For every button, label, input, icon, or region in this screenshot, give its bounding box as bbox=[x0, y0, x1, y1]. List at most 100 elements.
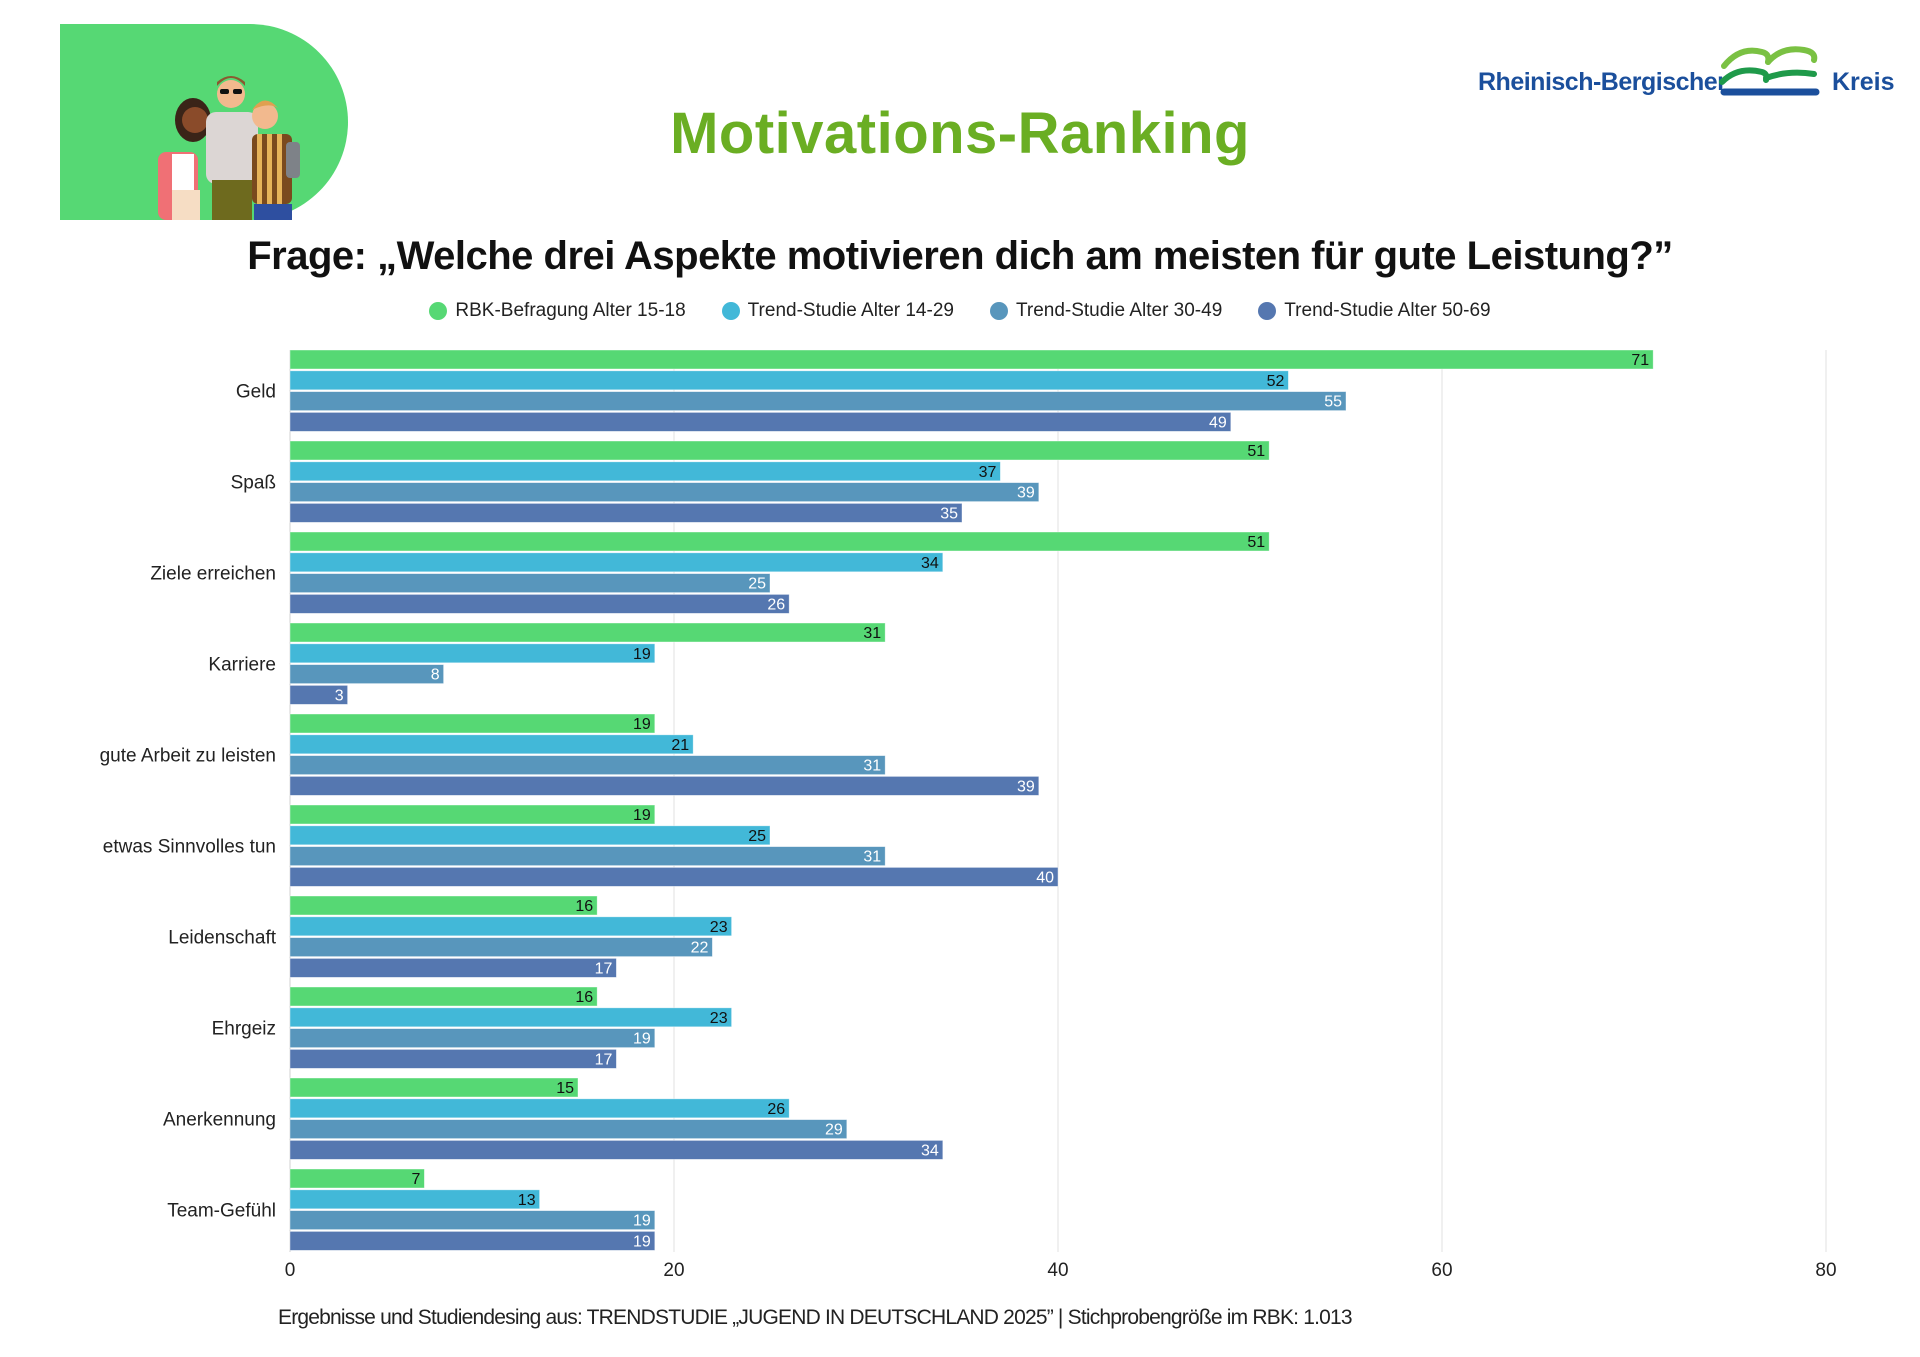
header-illustration bbox=[60, 24, 348, 220]
bar-value-label: 16 bbox=[575, 989, 593, 1006]
bar-value-label: 39 bbox=[1017, 485, 1035, 502]
legend-dot-icon bbox=[989, 302, 1008, 320]
category-label: etwas Sinnvolles tun bbox=[103, 837, 276, 858]
bar bbox=[289, 1231, 656, 1251]
bar bbox=[289, 664, 445, 684]
bar bbox=[289, 895, 598, 916]
bar-value-label: 19 bbox=[633, 716, 651, 733]
category-label: Team-Gefühl bbox=[167, 1201, 276, 1222]
bar bbox=[289, 440, 1270, 461]
category-label: Ehrgeiz bbox=[212, 1019, 276, 1040]
bar-value-label: 71 bbox=[1631, 352, 1649, 369]
legend-item: Trend-Studie Alter 14-29 bbox=[721, 300, 954, 322]
bar bbox=[289, 986, 598, 1007]
page-title: Motivations-Ranking bbox=[670, 101, 1250, 166]
category-label: gute Arbeit zu leisten bbox=[100, 746, 276, 767]
bar-value-label: 19 bbox=[633, 807, 651, 824]
bar-value-label: 17 bbox=[595, 960, 613, 977]
bar-value-label: 31 bbox=[863, 849, 881, 866]
logo-text-right: Kreis bbox=[1832, 68, 1895, 96]
bar-value-label: 17 bbox=[595, 1051, 613, 1068]
rbk-logo: Rheinisch-Bergischer Kreis bbox=[1478, 40, 1898, 110]
bar-value-label: 19 bbox=[633, 1233, 651, 1250]
bar bbox=[289, 391, 1347, 412]
bar-value-label: 13 bbox=[518, 1192, 536, 1209]
bar bbox=[289, 502, 963, 523]
x-tick-label: 80 bbox=[1815, 1260, 1836, 1281]
bar bbox=[289, 867, 1059, 887]
legend-label: Trend-Studie Alter 14-29 bbox=[747, 300, 954, 321]
bar bbox=[289, 482, 1040, 503]
bar-value-label: 26 bbox=[767, 596, 785, 613]
bar bbox=[289, 846, 886, 866]
bar-value-label: 34 bbox=[921, 1142, 939, 1159]
bar bbox=[289, 755, 886, 775]
bar bbox=[289, 1119, 848, 1139]
bar-value-label: 39 bbox=[1017, 778, 1035, 795]
bar bbox=[289, 643, 656, 664]
bar bbox=[289, 461, 1001, 482]
bar-value-label: 19 bbox=[633, 1213, 651, 1230]
x-tick-label: 60 bbox=[1431, 1260, 1452, 1281]
bar bbox=[289, 804, 656, 825]
bar-value-label: 22 bbox=[691, 940, 709, 957]
legend-dot-icon bbox=[429, 302, 448, 320]
logo-text-left: Rheinisch-Bergischer bbox=[1478, 68, 1727, 96]
bar bbox=[289, 1140, 944, 1160]
bar-value-label: 26 bbox=[767, 1101, 785, 1118]
bar bbox=[289, 937, 713, 957]
bar-value-label: 51 bbox=[1247, 534, 1265, 551]
bar-value-label: 25 bbox=[748, 828, 766, 845]
bar-value-label: 15 bbox=[556, 1080, 574, 1097]
category-label: Leidenschaft bbox=[168, 928, 276, 949]
chart-legend: RBK-Befragung Alter 15-18 Trend-Studie A… bbox=[0, 300, 1920, 322]
bar-value-label: 35 bbox=[940, 505, 958, 522]
category-label: Anerkennung bbox=[163, 1110, 276, 1131]
bar-value-label: 21 bbox=[671, 737, 689, 754]
bar-value-label: 29 bbox=[825, 1122, 843, 1139]
bar bbox=[289, 622, 886, 643]
x-tick-label: 20 bbox=[663, 1260, 684, 1281]
legend-label: RBK-Befragung Alter 15-18 bbox=[455, 300, 686, 321]
bar bbox=[289, 1210, 656, 1230]
legend-item: RBK-Befragung Alter 15-18 bbox=[429, 300, 686, 322]
bar bbox=[289, 1189, 541, 1210]
bar bbox=[289, 1098, 790, 1119]
bar-value-label: 25 bbox=[748, 576, 766, 593]
bar bbox=[289, 349, 1654, 370]
bar bbox=[289, 1028, 656, 1048]
category-label: Geld bbox=[236, 382, 276, 403]
source-footnote: Ergebnisse und Studiendesing aus: TRENDS… bbox=[278, 1306, 1353, 1329]
group-of-young-people-icon bbox=[158, 76, 300, 220]
bar bbox=[289, 958, 617, 978]
bar-value-label: 19 bbox=[633, 1031, 651, 1048]
bar bbox=[289, 776, 1040, 796]
category-label: Ziele erreichen bbox=[150, 564, 276, 585]
legend-dot-icon bbox=[1258, 302, 1277, 320]
bar-value-label: 19 bbox=[633, 646, 651, 663]
bar bbox=[289, 916, 733, 937]
bar bbox=[289, 1077, 579, 1098]
chart-subtitle: Frage: „Welche drei Aspekte motivieren d… bbox=[247, 234, 1673, 278]
bar-value-label: 55 bbox=[1324, 394, 1342, 411]
legend-label: Trend-Studie Alter 30-49 bbox=[1015, 300, 1223, 321]
bar-value-label: 31 bbox=[863, 758, 881, 775]
x-tick-label: 40 bbox=[1047, 1260, 1068, 1281]
bar bbox=[289, 734, 694, 755]
x-tick-label: 0 bbox=[285, 1260, 296, 1281]
bar-value-label: 16 bbox=[575, 898, 593, 915]
bar-value-label: 52 bbox=[1267, 373, 1285, 390]
bar-value-label: 7 bbox=[411, 1171, 420, 1188]
legend-item: Trend-Studie Alter 50-69 bbox=[1258, 300, 1491, 322]
bar bbox=[289, 1168, 425, 1189]
bar bbox=[289, 573, 771, 593]
bar bbox=[289, 1049, 617, 1069]
bar-value-label: 3 bbox=[335, 687, 344, 704]
bar-value-label: 51 bbox=[1247, 443, 1265, 460]
landscape-waves-icon bbox=[1719, 46, 1820, 96]
bar bbox=[289, 685, 348, 705]
category-label: Spaß bbox=[231, 473, 276, 494]
category-label: Karriere bbox=[208, 655, 276, 676]
bar-value-label: 23 bbox=[710, 919, 728, 936]
